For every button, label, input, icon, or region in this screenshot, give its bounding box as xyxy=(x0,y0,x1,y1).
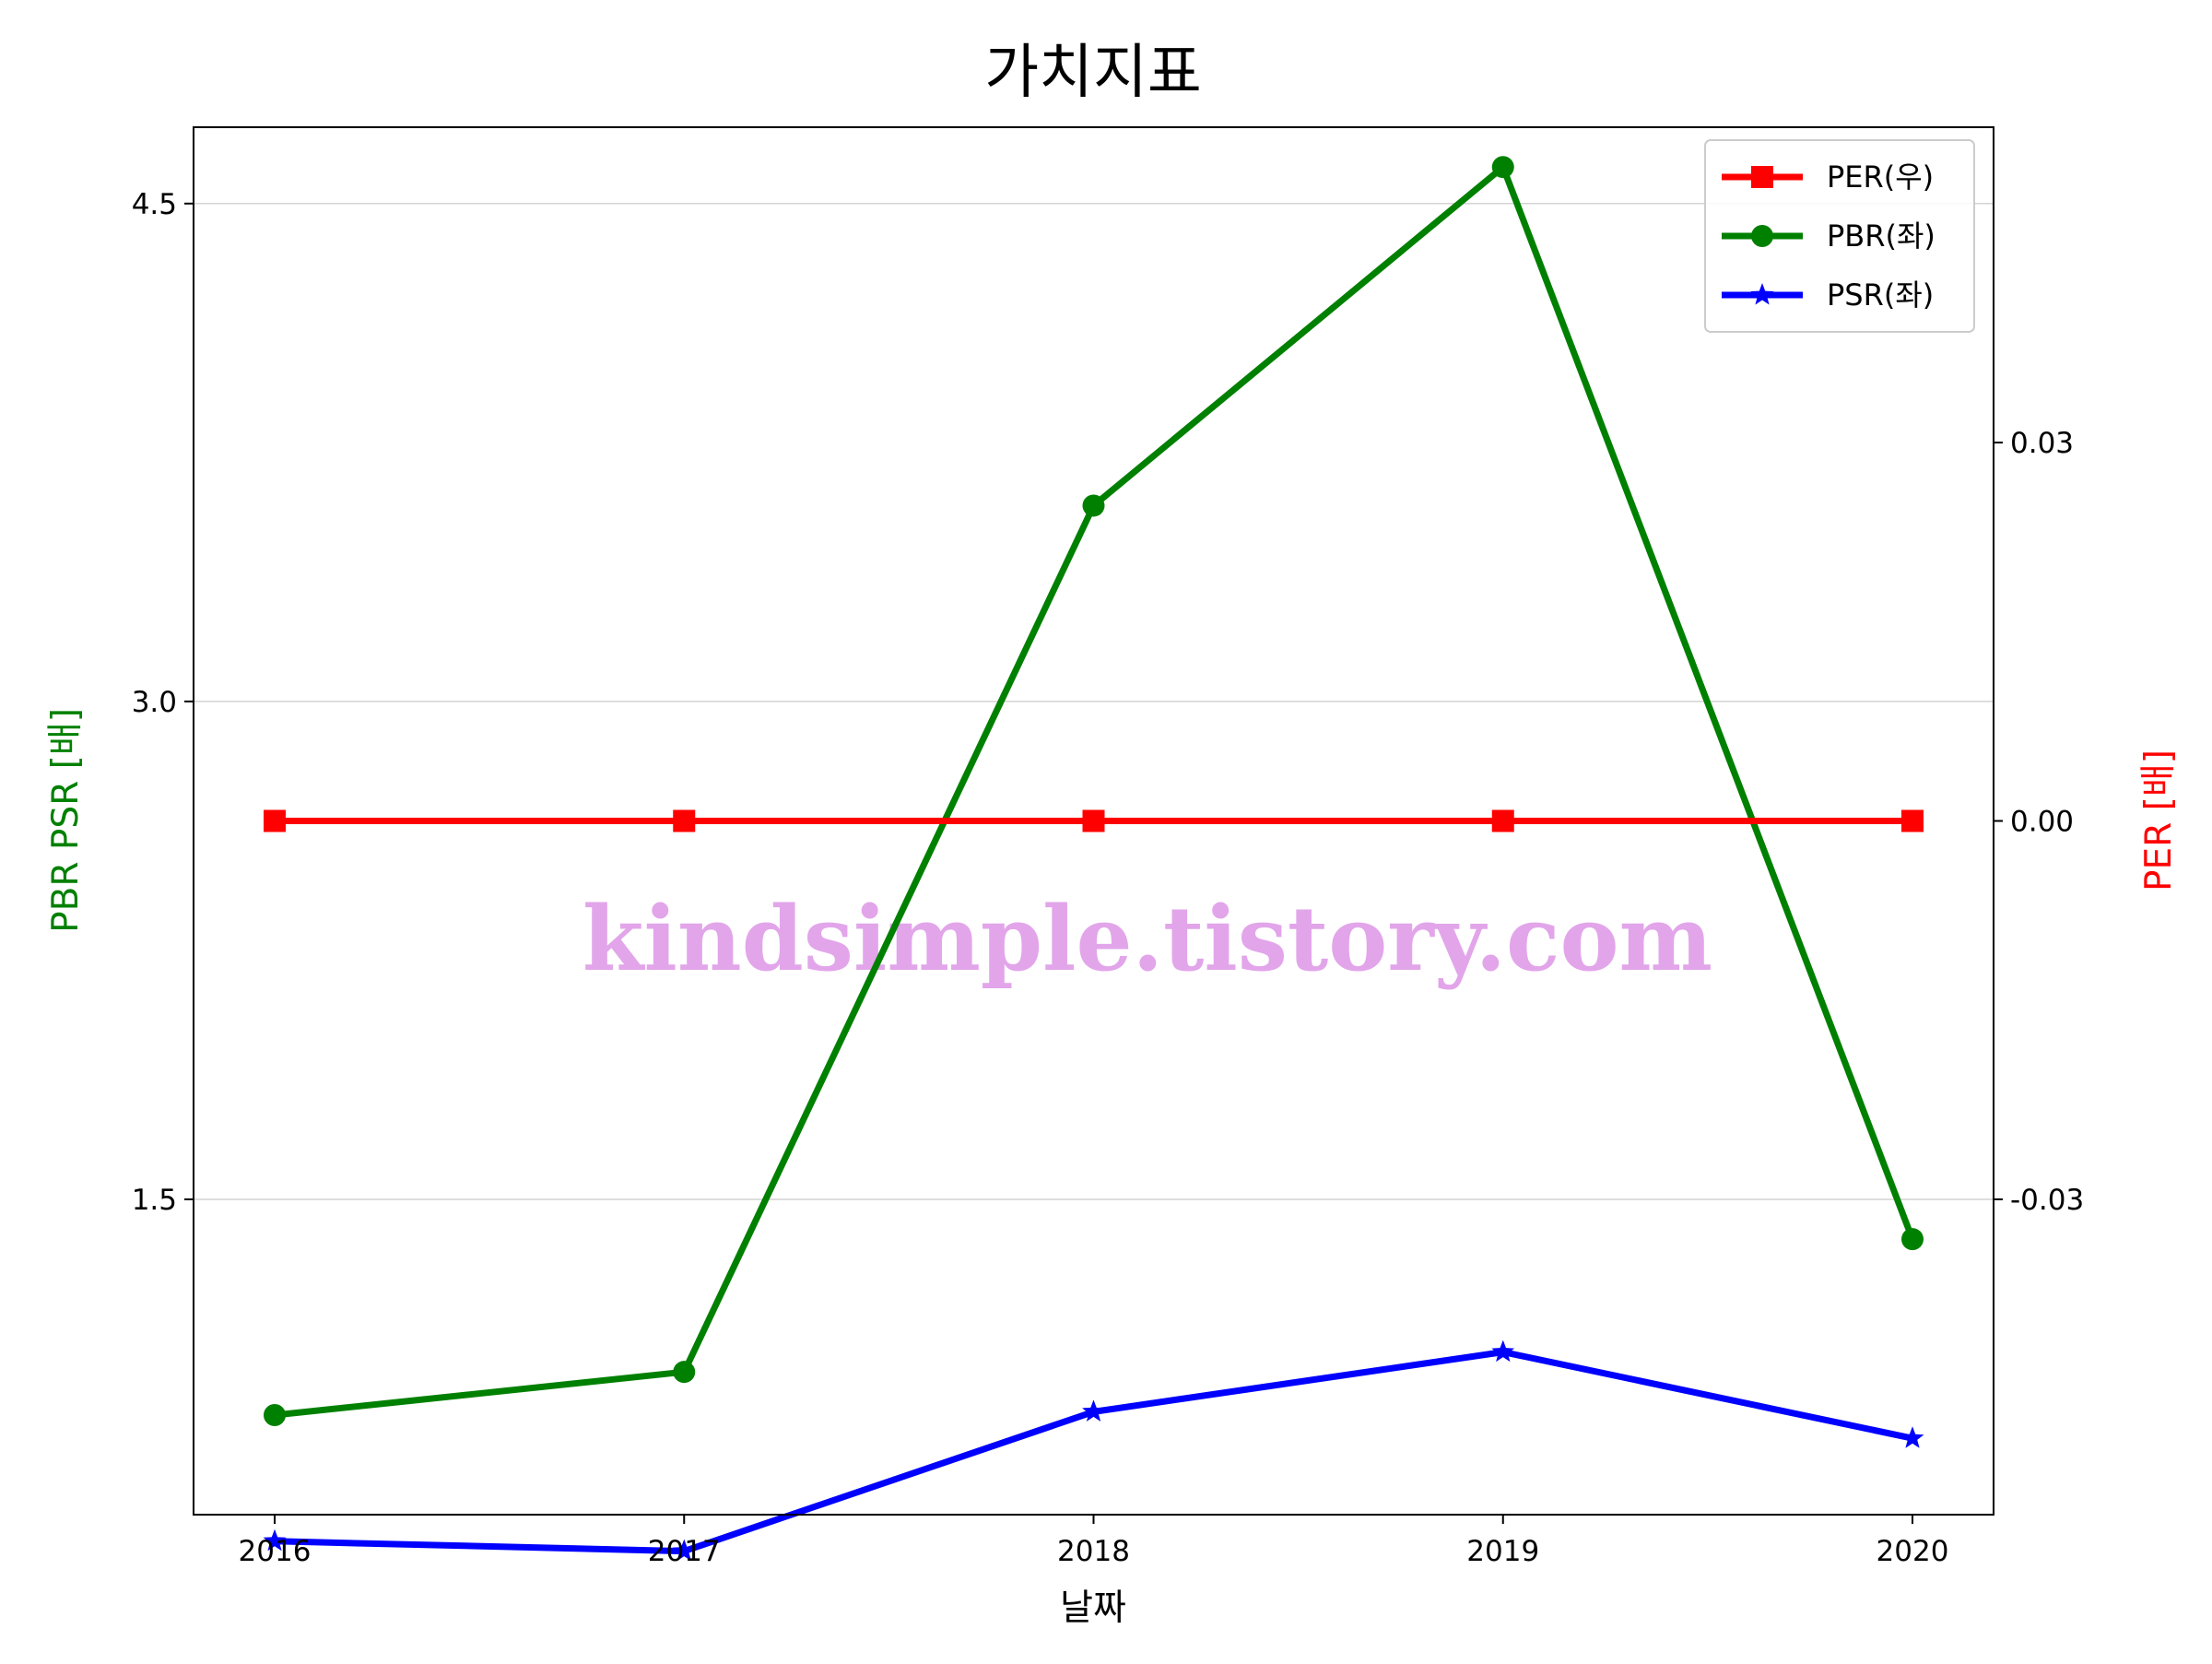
grid-layer xyxy=(194,203,1994,1200)
x-tick-label-2018: 2018 xyxy=(1057,1535,1130,1568)
point-per-2017 xyxy=(673,809,696,832)
legend-item-pbr: PBR(좌) xyxy=(1722,218,1936,254)
series-psr xyxy=(263,1339,1924,1562)
point-psr-2017 xyxy=(672,1539,696,1562)
legend-label-per: PER(우) xyxy=(1827,159,1934,195)
x-axis-label: 날짜 xyxy=(1060,1587,1126,1629)
point-pbr-2017 xyxy=(673,1361,696,1384)
x-tick-label-2020: 2020 xyxy=(1877,1535,1949,1568)
series-pbr xyxy=(264,156,1924,1426)
y-left-tick-label-4.5: 4.5 xyxy=(132,188,177,221)
point-psr-2019 xyxy=(1491,1339,1515,1363)
legend-item-per: PER(우) xyxy=(1722,159,1934,195)
series-layer xyxy=(263,156,1924,1562)
point-per-2016 xyxy=(264,809,286,832)
y-right-tick-label-0.00: 0.00 xyxy=(2010,806,2074,839)
legend-label-pbr: PBR(좌) xyxy=(1827,218,1936,254)
x-tick-label-2019: 2019 xyxy=(1466,1535,1539,1568)
point-per-2020 xyxy=(1901,809,1924,832)
x-tick-label-2017: 2017 xyxy=(648,1535,721,1568)
legend-marker-per xyxy=(1751,166,1773,188)
watermark-text: kindsimple.tistory.com xyxy=(582,887,1712,991)
axes-layer: 2016 2017 2018 2019 2020 1.5 3.0 4.5 -0.03 0.00 0.… xyxy=(132,188,2085,1568)
y-right-tick-label--0.03: -0.03 xyxy=(2010,1184,2084,1217)
legend: PER(우) PBR(좌) PSR(좌) xyxy=(1704,139,1975,333)
y-left-tick-label-1.5: 1.5 xyxy=(132,1184,177,1217)
point-pbr-2020 xyxy=(1901,1228,1924,1251)
y-axis-right-label: PER [배] xyxy=(2138,749,2180,891)
chart-title: 가치지표 xyxy=(984,39,1202,107)
y-axis-left-label: PBR PSR [배] xyxy=(45,708,87,933)
point-pbr-2018 xyxy=(1082,494,1105,517)
legend-marker-psr xyxy=(1750,283,1774,305)
point-psr-2018 xyxy=(1082,1399,1105,1422)
legend-marker-pbr xyxy=(1751,225,1773,247)
series-per xyxy=(264,809,1924,832)
point-psr-2020 xyxy=(1900,1426,1924,1448)
point-per-2019 xyxy=(1491,809,1514,832)
point-psr-2016 xyxy=(263,1528,287,1552)
legend-item-psr: PSR(좌) xyxy=(1722,277,1934,313)
y-right-tick-label-0.03: 0.03 xyxy=(2010,427,2074,460)
y-left-tick-label-3.0: 3.0 xyxy=(132,686,177,719)
x-tick-label-2016: 2016 xyxy=(239,1535,312,1568)
legend-label-psr: PSR(좌) xyxy=(1827,277,1934,313)
point-pbr-2019 xyxy=(1491,156,1514,179)
point-pbr-2016 xyxy=(264,1403,286,1426)
point-per-2018 xyxy=(1082,809,1105,832)
